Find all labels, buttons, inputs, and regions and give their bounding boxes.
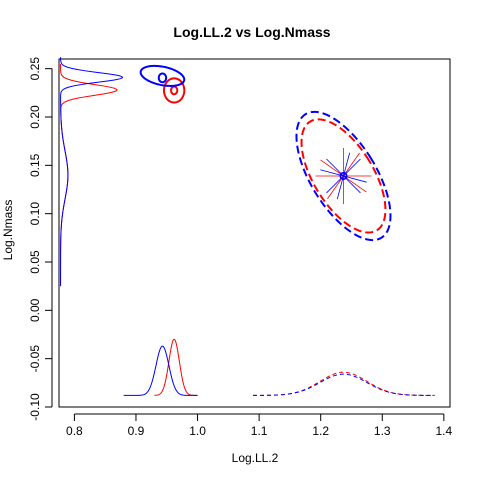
x-tick-label: 1.1 bbox=[251, 424, 268, 438]
x-tick-label: 0.8 bbox=[66, 424, 83, 438]
red-confidence-ellipse bbox=[164, 78, 184, 102]
chart-marks bbox=[61, 57, 435, 395]
y-tick-label: -0.10 bbox=[28, 393, 42, 421]
x-tick-label: 1.0 bbox=[189, 424, 206, 438]
y-tick-label: 0.15 bbox=[28, 153, 42, 177]
blue-center-marker bbox=[159, 74, 166, 83]
y-axis-label: Log.Nmass bbox=[1, 200, 15, 261]
x-tick-label: 1.4 bbox=[435, 424, 452, 438]
y-tick-label: 0.20 bbox=[28, 105, 42, 129]
y-tick-label: -0.05 bbox=[28, 345, 42, 373]
x-axis: 0.8 0.9 1.0 1.1 1.2 1.3 1.4 bbox=[66, 414, 452, 438]
y-tick-label: 0.10 bbox=[28, 202, 42, 226]
x-tick-label: 1.2 bbox=[312, 424, 329, 438]
y-tick-label: 0.05 bbox=[28, 250, 42, 274]
x-tick-label: 0.9 bbox=[128, 424, 145, 438]
y-tick-label: 0.00 bbox=[28, 298, 42, 322]
x-tick-label: 1.3 bbox=[374, 424, 391, 438]
red-center-marker bbox=[171, 87, 177, 95]
y-axis: -0.10 -0.05 0.00 0.05 0.10 0.15 0.20 0.25 bbox=[28, 57, 52, 421]
blue-x-density-solid bbox=[124, 346, 198, 395]
blue-x-density-dashed bbox=[253, 374, 435, 395]
red-x-density-dashed bbox=[253, 372, 435, 395]
chart-title: Log.LL.2 vs Log.Nmass bbox=[173, 24, 330, 40]
red-y-density bbox=[61, 64, 117, 286]
plot-frame bbox=[59, 59, 450, 407]
x-axis-label: Log.LL.2 bbox=[232, 451, 279, 465]
y-tick-label: 0.25 bbox=[28, 57, 42, 81]
